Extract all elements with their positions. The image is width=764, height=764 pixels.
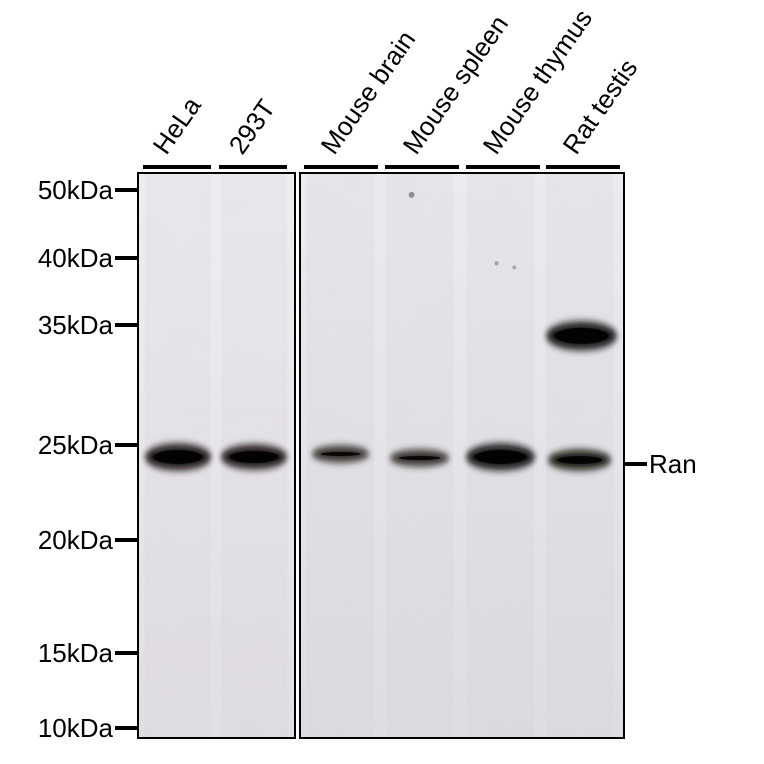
mw-marker-label: 15kDa [0, 638, 115, 669]
mw-marker: 15kDa [0, 638, 137, 668]
lane-underline-293t [219, 165, 287, 169]
band-hela [144, 442, 212, 472]
band-mouse-spleen [389, 448, 450, 468]
target-label-text: Ran [647, 449, 697, 480]
lane-label-293t: 293T [223, 94, 282, 160]
mw-marker-tick [115, 256, 137, 260]
mw-marker-tick [115, 188, 137, 192]
band-rat-testis-upper [545, 320, 618, 352]
lane-underline-mouse-spleen [385, 165, 459, 169]
band-mouse-thymus [465, 442, 536, 472]
lane-underline-rat-testis [546, 165, 620, 169]
band-rat-testis [547, 448, 612, 472]
mw-marker: 35kDa [0, 310, 137, 340]
mw-marker: 10kDa [0, 713, 137, 743]
lane-underline-mouse-thymus [466, 165, 540, 169]
blot-figure: 50kDa 40kDa 35kDa 25kDa 20kDa 15kDa 10kDa HeLa… [0, 0, 764, 764]
mw-marker-label: 50kDa [0, 175, 115, 206]
lane-label-hela: HeLa [147, 91, 208, 160]
mw-marker-label: 25kDa [0, 430, 115, 461]
mw-marker-tick [115, 323, 137, 327]
target-label-tick [625, 462, 647, 466]
lane-underline-mouse-brain [304, 165, 378, 169]
lane-underline-hela [143, 165, 211, 169]
target-label: Ran [625, 449, 697, 479]
mw-marker-label: 20kDa [0, 525, 115, 556]
mw-marker-tick [115, 443, 137, 447]
panel-right [299, 172, 625, 739]
panel-left [137, 172, 296, 739]
band-mouse-brain [311, 444, 370, 464]
mw-marker: 40kDa [0, 243, 137, 273]
band-293t [220, 443, 288, 471]
mw-marker: 25kDa [0, 430, 137, 460]
mw-marker-label: 40kDa [0, 243, 115, 274]
mw-marker: 50kDa [0, 175, 137, 205]
mw-marker-label: 35kDa [0, 310, 115, 341]
mw-marker: 20kDa [0, 525, 137, 555]
lane-label-rat-testis: Rat testis [557, 53, 645, 160]
mw-marker-tick [115, 651, 137, 655]
mw-marker-tick [115, 538, 137, 542]
mw-marker-label: 10kDa [0, 713, 115, 744]
mw-marker-tick [115, 726, 137, 730]
